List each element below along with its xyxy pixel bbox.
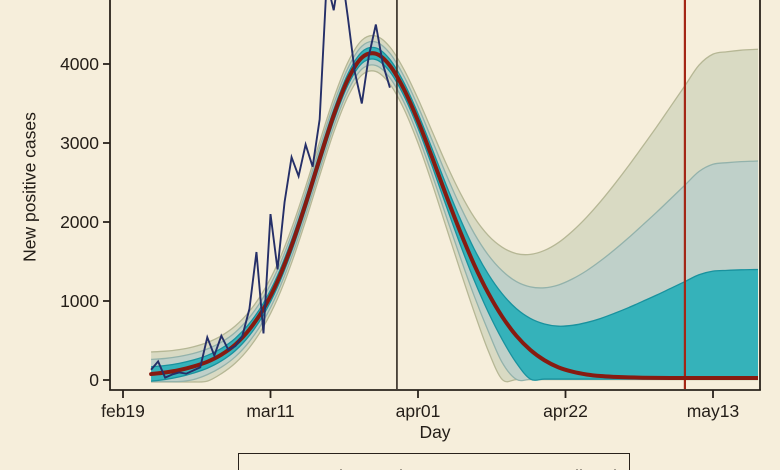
y-tick-label-1000: 1000 (60, 291, 99, 311)
plot-area (149, 0, 758, 389)
x-tick-label-apr22: apr22 (543, 401, 588, 421)
x-axis-title: Day (419, 422, 451, 442)
y-tick-label-4000: 4000 (60, 54, 99, 74)
x-tick-label-apr01: apr01 (396, 401, 441, 421)
y-axis-title: New positive cases (19, 112, 40, 262)
observed-line (150, 0, 391, 379)
y-tick-label-3000: 3000 (60, 133, 99, 153)
y-tick-label-2000: 2000 (60, 212, 99, 232)
y-tick-label-0: 0 (89, 370, 99, 390)
chart-canvas: 0 1000 2000 3000 4000 feb19 mar11 apr01 apr22 may… (60, 0, 761, 421)
x-tick-label-may13: may13 (687, 401, 740, 421)
confidence-band-outer-upper-edge (151, 34, 758, 353)
confidence-band-middle-upper-edge (151, 40, 758, 361)
axes: 0 1000 2000 3000 4000 feb19 mar11 apr01 apr22 may… (60, 0, 761, 421)
predicted-line (149, 51, 758, 381)
legend-label-observed: Observed (325, 467, 403, 470)
legend: Observed Predicted (238, 453, 630, 470)
legend-item-observed: Observed (251, 467, 403, 470)
x-tick-label-feb19: feb19 (101, 401, 145, 421)
legend-item-predicted: Predicted (467, 467, 617, 470)
confidence-band-inner-upper-edge (151, 46, 758, 368)
legend-label-predicted: Predicted (541, 467, 617, 470)
x-tick-label-mar11: mar11 (246, 401, 294, 421)
